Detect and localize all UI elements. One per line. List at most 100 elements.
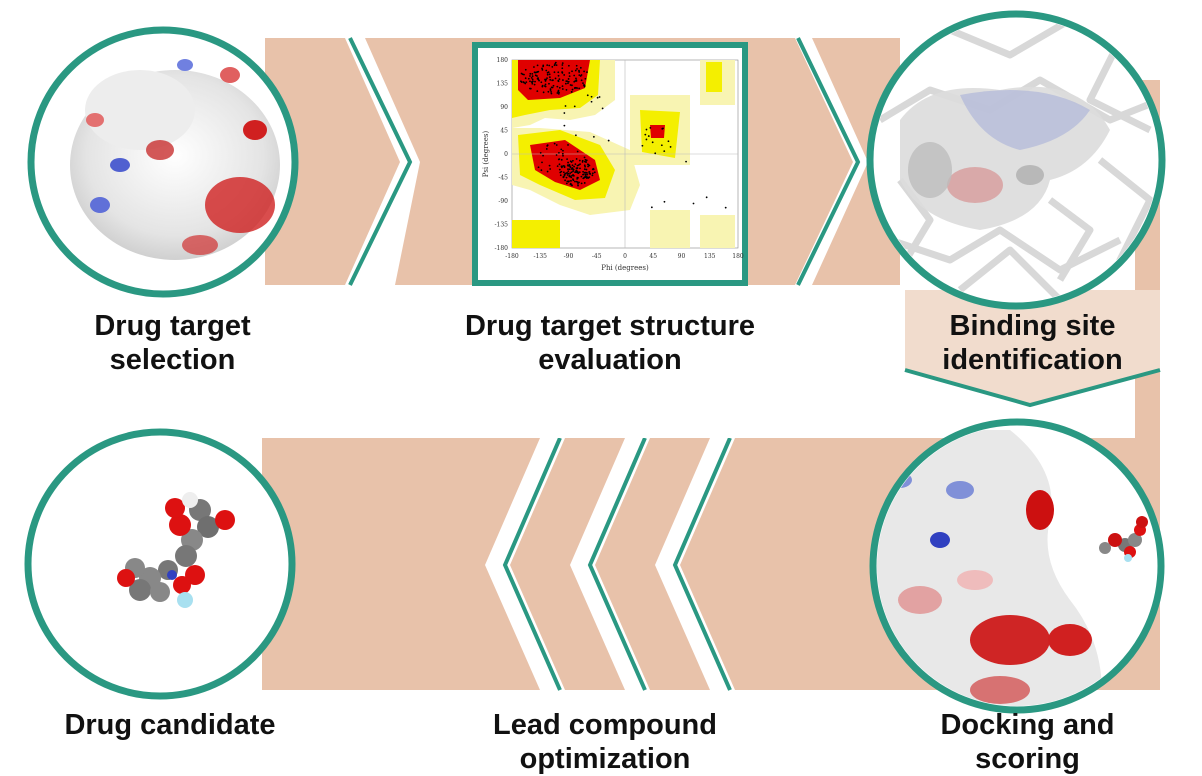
rama-point (563, 74, 566, 76)
rama-point (663, 150, 666, 153)
rama-point (562, 79, 564, 81)
rama-point (540, 81, 543, 84)
rama-point (564, 172, 567, 175)
rama-point (571, 159, 574, 162)
rama-point (556, 92, 559, 94)
rama-point (575, 64, 578, 67)
rama-point (591, 172, 594, 175)
rama-point (564, 179, 566, 182)
step-label-drug-candidate: Drug candidate (40, 708, 300, 742)
rama-point (645, 138, 648, 141)
rama-point (575, 79, 578, 82)
rama-point (529, 72, 532, 75)
rama-point (553, 142, 556, 145)
rama-point (585, 159, 588, 162)
drug-candidate-image (24, 428, 296, 700)
rama-point (549, 168, 552, 170)
rama-point (531, 78, 534, 81)
rama-point (545, 148, 548, 150)
rama-point (573, 165, 575, 168)
rama-point (546, 64, 549, 67)
step-2-line1: Drug target structure (464, 310, 756, 342)
rama-point (645, 128, 648, 131)
rama-point (570, 171, 573, 174)
rama-point (543, 85, 546, 87)
rama-point (524, 77, 527, 80)
rama-point (661, 127, 664, 130)
rama-point (520, 80, 522, 83)
rama-x-tick: 90 (678, 253, 686, 260)
rama-point (560, 148, 563, 151)
rama-point (685, 160, 687, 163)
rama-point (567, 170, 570, 173)
rama-x-tick: 0 (623, 253, 627, 260)
rama-point (572, 174, 575, 177)
rama-point (590, 95, 593, 98)
rama-point (553, 71, 556, 74)
rama-point (520, 72, 523, 75)
rama-point (548, 82, 550, 85)
rama-point (562, 171, 565, 174)
rama-point (724, 206, 727, 209)
rama-point (588, 176, 591, 179)
rama-point (565, 176, 568, 179)
rama-point (607, 139, 610, 142)
rama-point (577, 182, 579, 185)
rama-point (641, 144, 644, 147)
rama-point (585, 168, 588, 171)
rama-point (529, 75, 531, 77)
rama-point (558, 86, 561, 89)
rama-point (531, 72, 534, 75)
rama-point (587, 165, 589, 168)
rama-point (583, 168, 586, 171)
rama-point (575, 167, 578, 170)
step-label-drug-target-selection: Drug target selection (60, 309, 285, 377)
rama-point (549, 78, 552, 81)
rama-point (669, 146, 672, 148)
rama-point (542, 91, 545, 94)
rama-point (571, 84, 573, 87)
rama-point (584, 165, 586, 168)
rama-point (573, 105, 576, 108)
ramachandran-ylabel: Psi (degrees) (482, 131, 490, 178)
rama-point (583, 156, 586, 159)
rama-point (578, 71, 581, 73)
rama-point (541, 67, 543, 70)
rama-point (576, 164, 579, 167)
rama-point (654, 152, 657, 155)
rama-point (549, 89, 552, 91)
rama-point (579, 66, 582, 69)
rama-point (530, 76, 533, 79)
rama-point (558, 78, 561, 81)
rama-point (542, 64, 545, 67)
rama-point (644, 133, 647, 136)
rama-point (557, 71, 560, 74)
ramachandran-plot: -180 -135 -90 -45 0 45 90 135 180 180 135 90 45 0 -45 -… (472, 42, 748, 286)
rama-point (583, 182, 586, 184)
rama-point (563, 112, 566, 114)
rama-point (586, 163, 589, 166)
rama-point (567, 168, 569, 171)
step-label-binding-site: Binding site identification (905, 309, 1160, 377)
rama-point (561, 64, 564, 66)
rama-point (550, 86, 553, 89)
rama-point (575, 180, 578, 183)
rama-point (584, 77, 587, 80)
rama-point (591, 174, 594, 177)
rama-point (533, 71, 536, 74)
rama-point (525, 81, 528, 84)
rama-point (557, 89, 560, 92)
rama-point (569, 183, 572, 186)
rama-point (593, 171, 596, 174)
rama-point (578, 87, 581, 90)
rama-point (558, 163, 561, 166)
rama-point (560, 158, 563, 161)
rama-point (573, 74, 576, 77)
rama-point (546, 170, 549, 173)
rama-point (571, 167, 574, 169)
rama-point (562, 154, 564, 157)
rama-point (581, 159, 584, 162)
rama-point (570, 91, 573, 93)
binding-site-image (866, 10, 1166, 310)
